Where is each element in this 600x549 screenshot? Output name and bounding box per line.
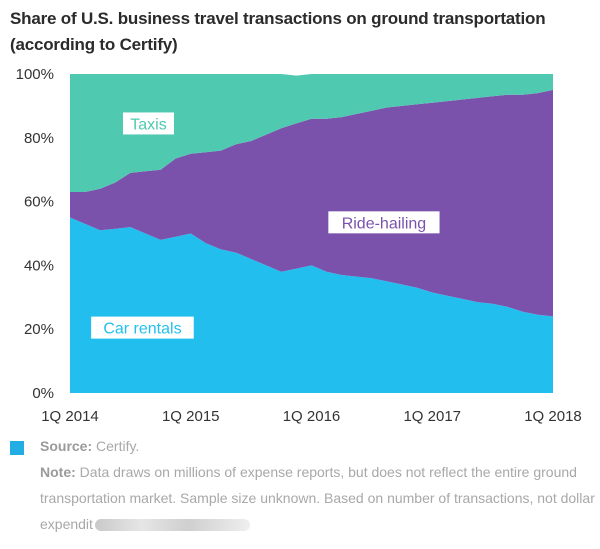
x-tick-label: 1Q 2014 [41, 408, 99, 425]
chart-footer: Source: Certify. Note: Data draws on mil… [10, 433, 595, 537]
series-labels: Car rentals Ride-hailing Taxis [91, 112, 440, 339]
y-tick-label: 60% [24, 194, 54, 211]
y-axis-ticks: 0% 20% 40% 60% 80% 100% [16, 66, 54, 402]
area-ride-hailing [70, 89, 553, 317]
note-line: Note: Data draws on millions of expense … [10, 459, 595, 537]
x-tick-label: 1Q 2018 [524, 408, 582, 425]
y-tick-label: 20% [24, 321, 54, 338]
x-tick-label: 1Q 2017 [403, 408, 461, 425]
note-text: Data draws on millions of expense report… [40, 464, 595, 532]
source-label: Source: [40, 438, 93, 454]
source-line: Source: Certify. [10, 433, 595, 459]
svg-text:Taxis: Taxis [130, 116, 166, 133]
source-swatch [10, 441, 24, 455]
chart-title: Share of U.S. business travel transactio… [10, 9, 546, 54]
area-car-rentals [70, 217, 553, 393]
y-tick-label: 100% [16, 66, 54, 83]
chart-areas [70, 74, 553, 393]
note-label: Note: [40, 464, 76, 480]
svg-text:Car rentals: Car rentals [103, 321, 181, 338]
x-tick-label: 1Q 2016 [283, 408, 341, 425]
y-tick-label: 80% [24, 130, 54, 147]
area-taxis [70, 74, 553, 192]
source-text: Certify. [96, 438, 140, 454]
svg-text:Ride-hailing: Ride-hailing [342, 215, 427, 232]
x-axis-ticks: 1Q 2014 1Q 2015 1Q 2016 1Q 2017 1Q 2018 [41, 408, 582, 425]
blurred-watermark [94, 519, 250, 532]
chart: Car rentals Ride-hailing Taxis 0% 20% 40% 60%… [16, 66, 582, 425]
x-tick-label: 1Q 2015 [162, 408, 220, 425]
y-tick-label: 40% [24, 257, 54, 274]
y-tick-label: 0% [32, 385, 54, 402]
series-label-taxis: Taxis [122, 112, 174, 135]
series-label-ride-hailing: Ride-hailing [328, 211, 440, 234]
series-label-car-rentals: Car rentals [91, 316, 194, 339]
